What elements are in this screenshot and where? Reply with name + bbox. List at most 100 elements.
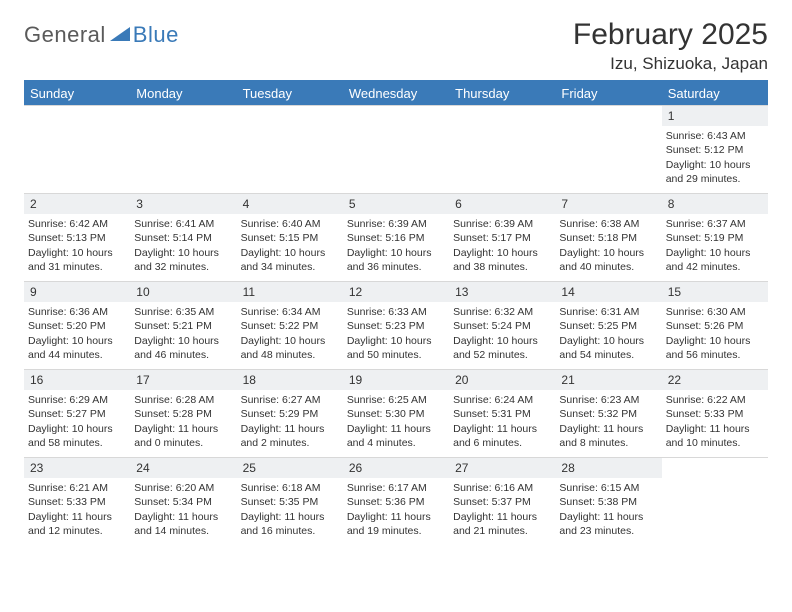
sunrise-line: Sunrise: 6:39 AM [347, 217, 445, 231]
daylight-line: Daylight: 11 hours and 14 minutes. [134, 510, 232, 538]
day-number: 22 [662, 370, 768, 390]
day-cell: 11Sunrise: 6:34 AMSunset: 5:22 PMDayligh… [237, 282, 343, 370]
empty-cell [130, 106, 236, 194]
sunrise-line: Sunrise: 6:31 AM [559, 305, 657, 319]
sunrise-line: Sunrise: 6:34 AM [241, 305, 339, 319]
daylight-line: Daylight: 10 hours and 46 minutes. [134, 334, 232, 362]
daylight-line: Daylight: 10 hours and 56 minutes. [666, 334, 764, 362]
daylight-line: Daylight: 11 hours and 2 minutes. [241, 422, 339, 450]
empty-cell [343, 106, 449, 194]
weekday-header: Friday [555, 82, 661, 106]
day-number: 5 [343, 194, 449, 214]
day-cell: 12Sunrise: 6:33 AMSunset: 5:23 PMDayligh… [343, 282, 449, 370]
weekday-header: Thursday [449, 82, 555, 106]
day-number: 7 [555, 194, 661, 214]
sunset-line: Sunset: 5:17 PM [453, 231, 551, 245]
empty-cell [555, 106, 661, 194]
daylight-line: Daylight: 10 hours and 50 minutes. [347, 334, 445, 362]
daylight-line: Daylight: 10 hours and 58 minutes. [28, 422, 126, 450]
calendar-body: 1Sunrise: 6:43 AMSunset: 5:12 PMDaylight… [24, 106, 768, 546]
daylight-line: Daylight: 10 hours and 54 minutes. [559, 334, 657, 362]
month-title: February 2025 [573, 18, 768, 52]
sunset-line: Sunset: 5:21 PM [134, 319, 232, 333]
day-number: 11 [237, 282, 343, 302]
day-cell: 10Sunrise: 6:35 AMSunset: 5:21 PMDayligh… [130, 282, 236, 370]
sunset-line: Sunset: 5:13 PM [28, 231, 126, 245]
day-cell: 25Sunrise: 6:18 AMSunset: 5:35 PMDayligh… [237, 458, 343, 546]
sunrise-line: Sunrise: 6:21 AM [28, 481, 126, 495]
day-cell: 24 Sunrise: 6:20 AMSunset: 5:34 PMDayligh… [130, 458, 236, 546]
daylight-line: Daylight: 10 hours and 31 minutes. [28, 246, 126, 274]
sunrise-line: Sunrise: 6:27 AM [241, 393, 339, 407]
daylight-line: Daylight: 10 hours and 44 minutes. [28, 334, 126, 362]
sunrise-line: Sunrise: 6:40 AM [241, 217, 339, 231]
day-cell: 28Sunrise: 6:15 AMSunset: 5:38 PMDayligh… [555, 458, 661, 546]
sunrise-line: Sunrise: 6:20 AM [134, 481, 232, 495]
day-cell: 7Sunrise: 6:38 AMSunset: 5:18 PMDaylight… [555, 194, 661, 282]
daylight-line: Daylight: 10 hours and 32 minutes. [134, 246, 232, 274]
day-cell: 20Sunrise: 6:24 AMSunset: 5:31 PMDayligh… [449, 370, 555, 458]
calendar-table: SundayMondayTuesdayWednesdayThursdayFrid… [24, 82, 768, 546]
daylight-line: Daylight: 11 hours and 8 minutes. [559, 422, 657, 450]
day-number: 15 [662, 282, 768, 302]
sunset-line: Sunset: 5:18 PM [559, 231, 657, 245]
day-number: 28 [555, 458, 661, 478]
day-number: 1 [662, 106, 768, 126]
calendar-row: 23Sunrise: 6:21 AMSunset: 5:33 PMDayligh… [24, 458, 768, 546]
sunset-line: Sunset: 5:31 PM [453, 407, 551, 421]
day-number: 2 [24, 194, 130, 214]
day-number: 6 [449, 194, 555, 214]
weekday-header: Sunday [24, 82, 130, 106]
daylight-line: Daylight: 11 hours and 16 minutes. [241, 510, 339, 538]
day-cell: 2Sunrise: 6:42 AMSunset: 5:13 PMDaylight… [24, 194, 130, 282]
empty-cell [449, 106, 555, 194]
sunrise-line: Sunrise: 6:29 AM [28, 393, 126, 407]
header: General Blue February 2025 Izu, Shizuoka… [24, 18, 768, 74]
weekday-header: Saturday [662, 82, 768, 106]
sunset-line: Sunset: 5:26 PM [666, 319, 764, 333]
calendar-row: 1Sunrise: 6:43 AMSunset: 5:12 PMDaylight… [24, 106, 768, 194]
sunset-line: Sunset: 5:37 PM [453, 495, 551, 509]
day-cell: 16Sunrise: 6:29 AMSunset: 5:27 PMDayligh… [24, 370, 130, 458]
sunset-line: Sunset: 5:12 PM [666, 143, 764, 157]
daylight-line: Daylight: 11 hours and 4 minutes. [347, 422, 445, 450]
day-cell: 18Sunrise: 6:27 AMSunset: 5:29 PMDayligh… [237, 370, 343, 458]
daylight-line: Daylight: 10 hours and 42 minutes. [666, 246, 764, 274]
day-cell: 15Sunrise: 6:30 AMSunset: 5:26 PMDayligh… [662, 282, 768, 370]
day-number: 9 [24, 282, 130, 302]
sunrise-line: Sunrise: 6:41 AM [134, 217, 232, 231]
day-cell: 23Sunrise: 6:21 AMSunset: 5:33 PMDayligh… [24, 458, 130, 546]
sunset-line: Sunset: 5:32 PM [559, 407, 657, 421]
title-block: February 2025 Izu, Shizuoka, Japan [573, 18, 768, 74]
logo: General Blue [24, 18, 179, 48]
day-number: 24 [130, 458, 236, 478]
day-cell: 13Sunrise: 6:32 AMSunset: 5:24 PMDayligh… [449, 282, 555, 370]
day-number: 21 [555, 370, 661, 390]
day-number: 18 [237, 370, 343, 390]
sunrise-line: Sunrise: 6:16 AM [453, 481, 551, 495]
empty-cell [662, 458, 768, 546]
sunset-line: Sunset: 5:14 PM [134, 231, 232, 245]
day-cell: 26Sunrise: 6:17 AMSunset: 5:36 PMDayligh… [343, 458, 449, 546]
day-cell: 8Sunrise: 6:37 AMSunset: 5:19 PMDaylight… [662, 194, 768, 282]
sunset-line: Sunset: 5:23 PM [347, 319, 445, 333]
day-number: 19 [343, 370, 449, 390]
day-cell: 3Sunrise: 6:41 AMSunset: 5:14 PMDaylight… [130, 194, 236, 282]
sunrise-line: Sunrise: 6:18 AM [241, 481, 339, 495]
calendar-row: 16Sunrise: 6:29 AMSunset: 5:27 PMDayligh… [24, 370, 768, 458]
day-number: 8 [662, 194, 768, 214]
daylight-line: Daylight: 11 hours and 21 minutes. [453, 510, 551, 538]
day-number: 23 [24, 458, 130, 478]
sunset-line: Sunset: 5:34 PM [134, 495, 232, 509]
weekday-header: Wednesday [343, 82, 449, 106]
weekday-header-row: SundayMondayTuesdayWednesdayThursdayFrid… [24, 82, 768, 106]
day-number: 12 [343, 282, 449, 302]
daylight-line: Daylight: 10 hours and 29 minutes. [666, 158, 764, 186]
empty-cell [24, 106, 130, 194]
daylight-line: Daylight: 10 hours and 38 minutes. [453, 246, 551, 274]
day-number: 10 [130, 282, 236, 302]
sunset-line: Sunset: 5:20 PM [28, 319, 126, 333]
sunrise-line: Sunrise: 6:24 AM [453, 393, 551, 407]
sunrise-line: Sunrise: 6:23 AM [559, 393, 657, 407]
logo-triangle-icon [110, 25, 130, 46]
